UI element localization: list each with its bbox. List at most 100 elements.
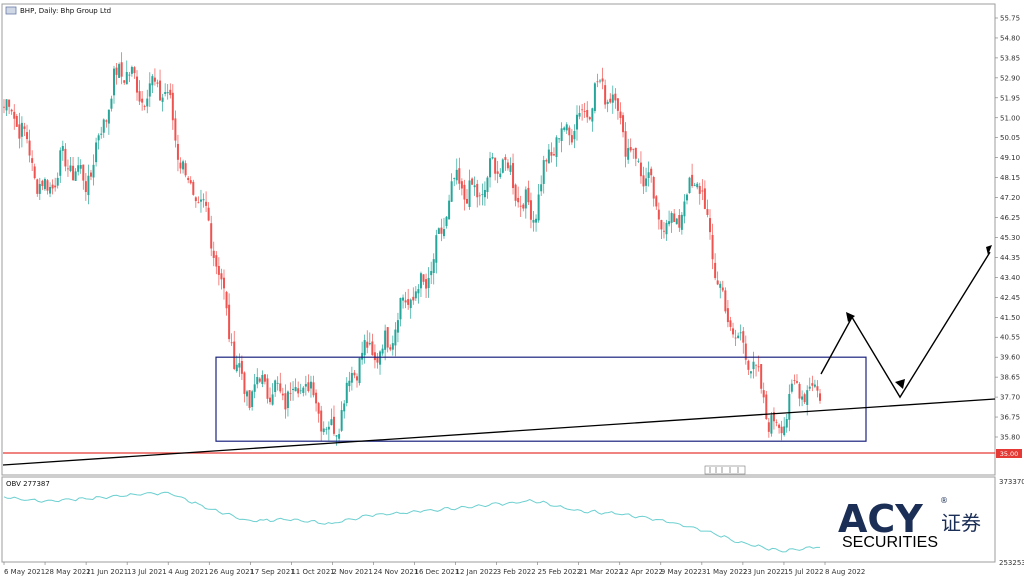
candle-body <box>801 396 804 400</box>
candle-body <box>668 221 671 225</box>
candle-body <box>266 378 269 399</box>
candle-body <box>309 381 312 389</box>
candle-body <box>570 135 573 143</box>
candle-body <box>499 173 502 178</box>
candle-body <box>284 393 287 410</box>
candle-body <box>691 174 694 187</box>
candle-body <box>819 393 821 401</box>
candle-body <box>143 106 146 107</box>
candle-body <box>808 386 811 389</box>
candle-body <box>427 277 430 289</box>
candle-body <box>486 177 489 193</box>
candle-body <box>368 343 371 345</box>
candle-body <box>734 337 737 339</box>
candle-body <box>276 382 279 384</box>
candle-body <box>460 181 463 189</box>
candle-body <box>49 186 52 194</box>
candle-body <box>179 162 182 169</box>
candle-body <box>248 390 251 408</box>
candle-body <box>778 424 781 428</box>
candle-body <box>655 196 658 207</box>
candle-body <box>335 435 338 437</box>
candle-body <box>755 364 758 366</box>
candle-body <box>253 384 256 392</box>
candle-body <box>517 197 520 203</box>
candle-body <box>760 364 763 389</box>
candle-body <box>20 122 23 137</box>
candle-body <box>350 372 353 383</box>
candle-body <box>524 189 527 209</box>
candle-body <box>437 228 440 234</box>
candle-body <box>816 386 819 391</box>
candle-body <box>141 98 144 103</box>
candle-body <box>366 341 369 348</box>
candle-body <box>376 357 379 363</box>
candle-body <box>269 397 272 403</box>
candles-layer <box>3 52 821 446</box>
candle-body <box>110 98 113 109</box>
candle-body <box>299 390 302 392</box>
candle-body <box>238 363 241 368</box>
candle-body <box>637 160 640 162</box>
price-tick-label: 41.50 <box>1000 314 1020 322</box>
price-tick-label: 52.90 <box>1000 74 1020 82</box>
candle-body <box>627 148 630 160</box>
range-box <box>215 356 867 442</box>
candle-body <box>176 143 179 160</box>
candle-body <box>212 250 215 258</box>
date-tick-label: 17 Sep 2021 <box>250 568 294 576</box>
candle-body <box>125 72 128 85</box>
candle-body <box>573 131 576 140</box>
candle-body <box>639 162 642 177</box>
date-tick-label: 16 Dec 2021 <box>415 568 460 576</box>
date-tick-label: 31 May 2022 <box>702 568 748 576</box>
candle-body <box>494 157 497 174</box>
candle-body <box>182 161 185 170</box>
candle-body <box>210 223 213 249</box>
candle-body <box>785 419 788 428</box>
candle-body <box>599 80 602 82</box>
chart-window-icon <box>5 6 17 15</box>
candle-body <box>297 388 300 394</box>
candle-body <box>220 273 223 280</box>
candle-body <box>811 383 814 386</box>
candle-body <box>399 297 402 320</box>
candle-body <box>716 280 719 285</box>
price-tick-label: 42.45 <box>1000 294 1020 302</box>
candle-body <box>189 180 192 184</box>
candle-body <box>199 199 202 202</box>
candle-body <box>169 89 172 96</box>
candle-body <box>396 320 399 333</box>
arrowhead-1 <box>846 312 855 322</box>
candle-body <box>320 410 323 432</box>
candle-body <box>542 160 545 184</box>
candle-body <box>87 175 90 196</box>
candle-body <box>379 351 382 365</box>
candle-body <box>156 82 159 84</box>
date-tick-label: 26 Aug 2021 <box>209 568 254 576</box>
candle-body <box>724 290 727 312</box>
candle-body <box>72 165 75 181</box>
candle-body <box>153 77 156 82</box>
candle-body <box>322 428 325 433</box>
trendline <box>2 398 996 466</box>
date-tick-label: 4 Aug 2021 <box>168 568 208 576</box>
candle-body <box>261 374 264 385</box>
candle-body <box>606 101 609 104</box>
candle-body <box>611 94 614 103</box>
candle-body <box>304 384 307 387</box>
candle-body <box>795 381 798 383</box>
acy-logo: ACY ® 证券 SECURITIES <box>838 496 981 551</box>
candle-body <box>555 137 558 157</box>
date-tick-label: 9 May 2022 <box>661 568 702 576</box>
candle-body <box>115 67 118 75</box>
candle-body <box>568 127 571 136</box>
candle-body <box>737 335 740 339</box>
candle-body <box>714 262 717 279</box>
candle-body <box>130 66 133 74</box>
candle-body <box>772 412 775 422</box>
candle-body <box>678 215 681 228</box>
candle-body <box>468 180 471 208</box>
candle-body <box>246 391 249 397</box>
